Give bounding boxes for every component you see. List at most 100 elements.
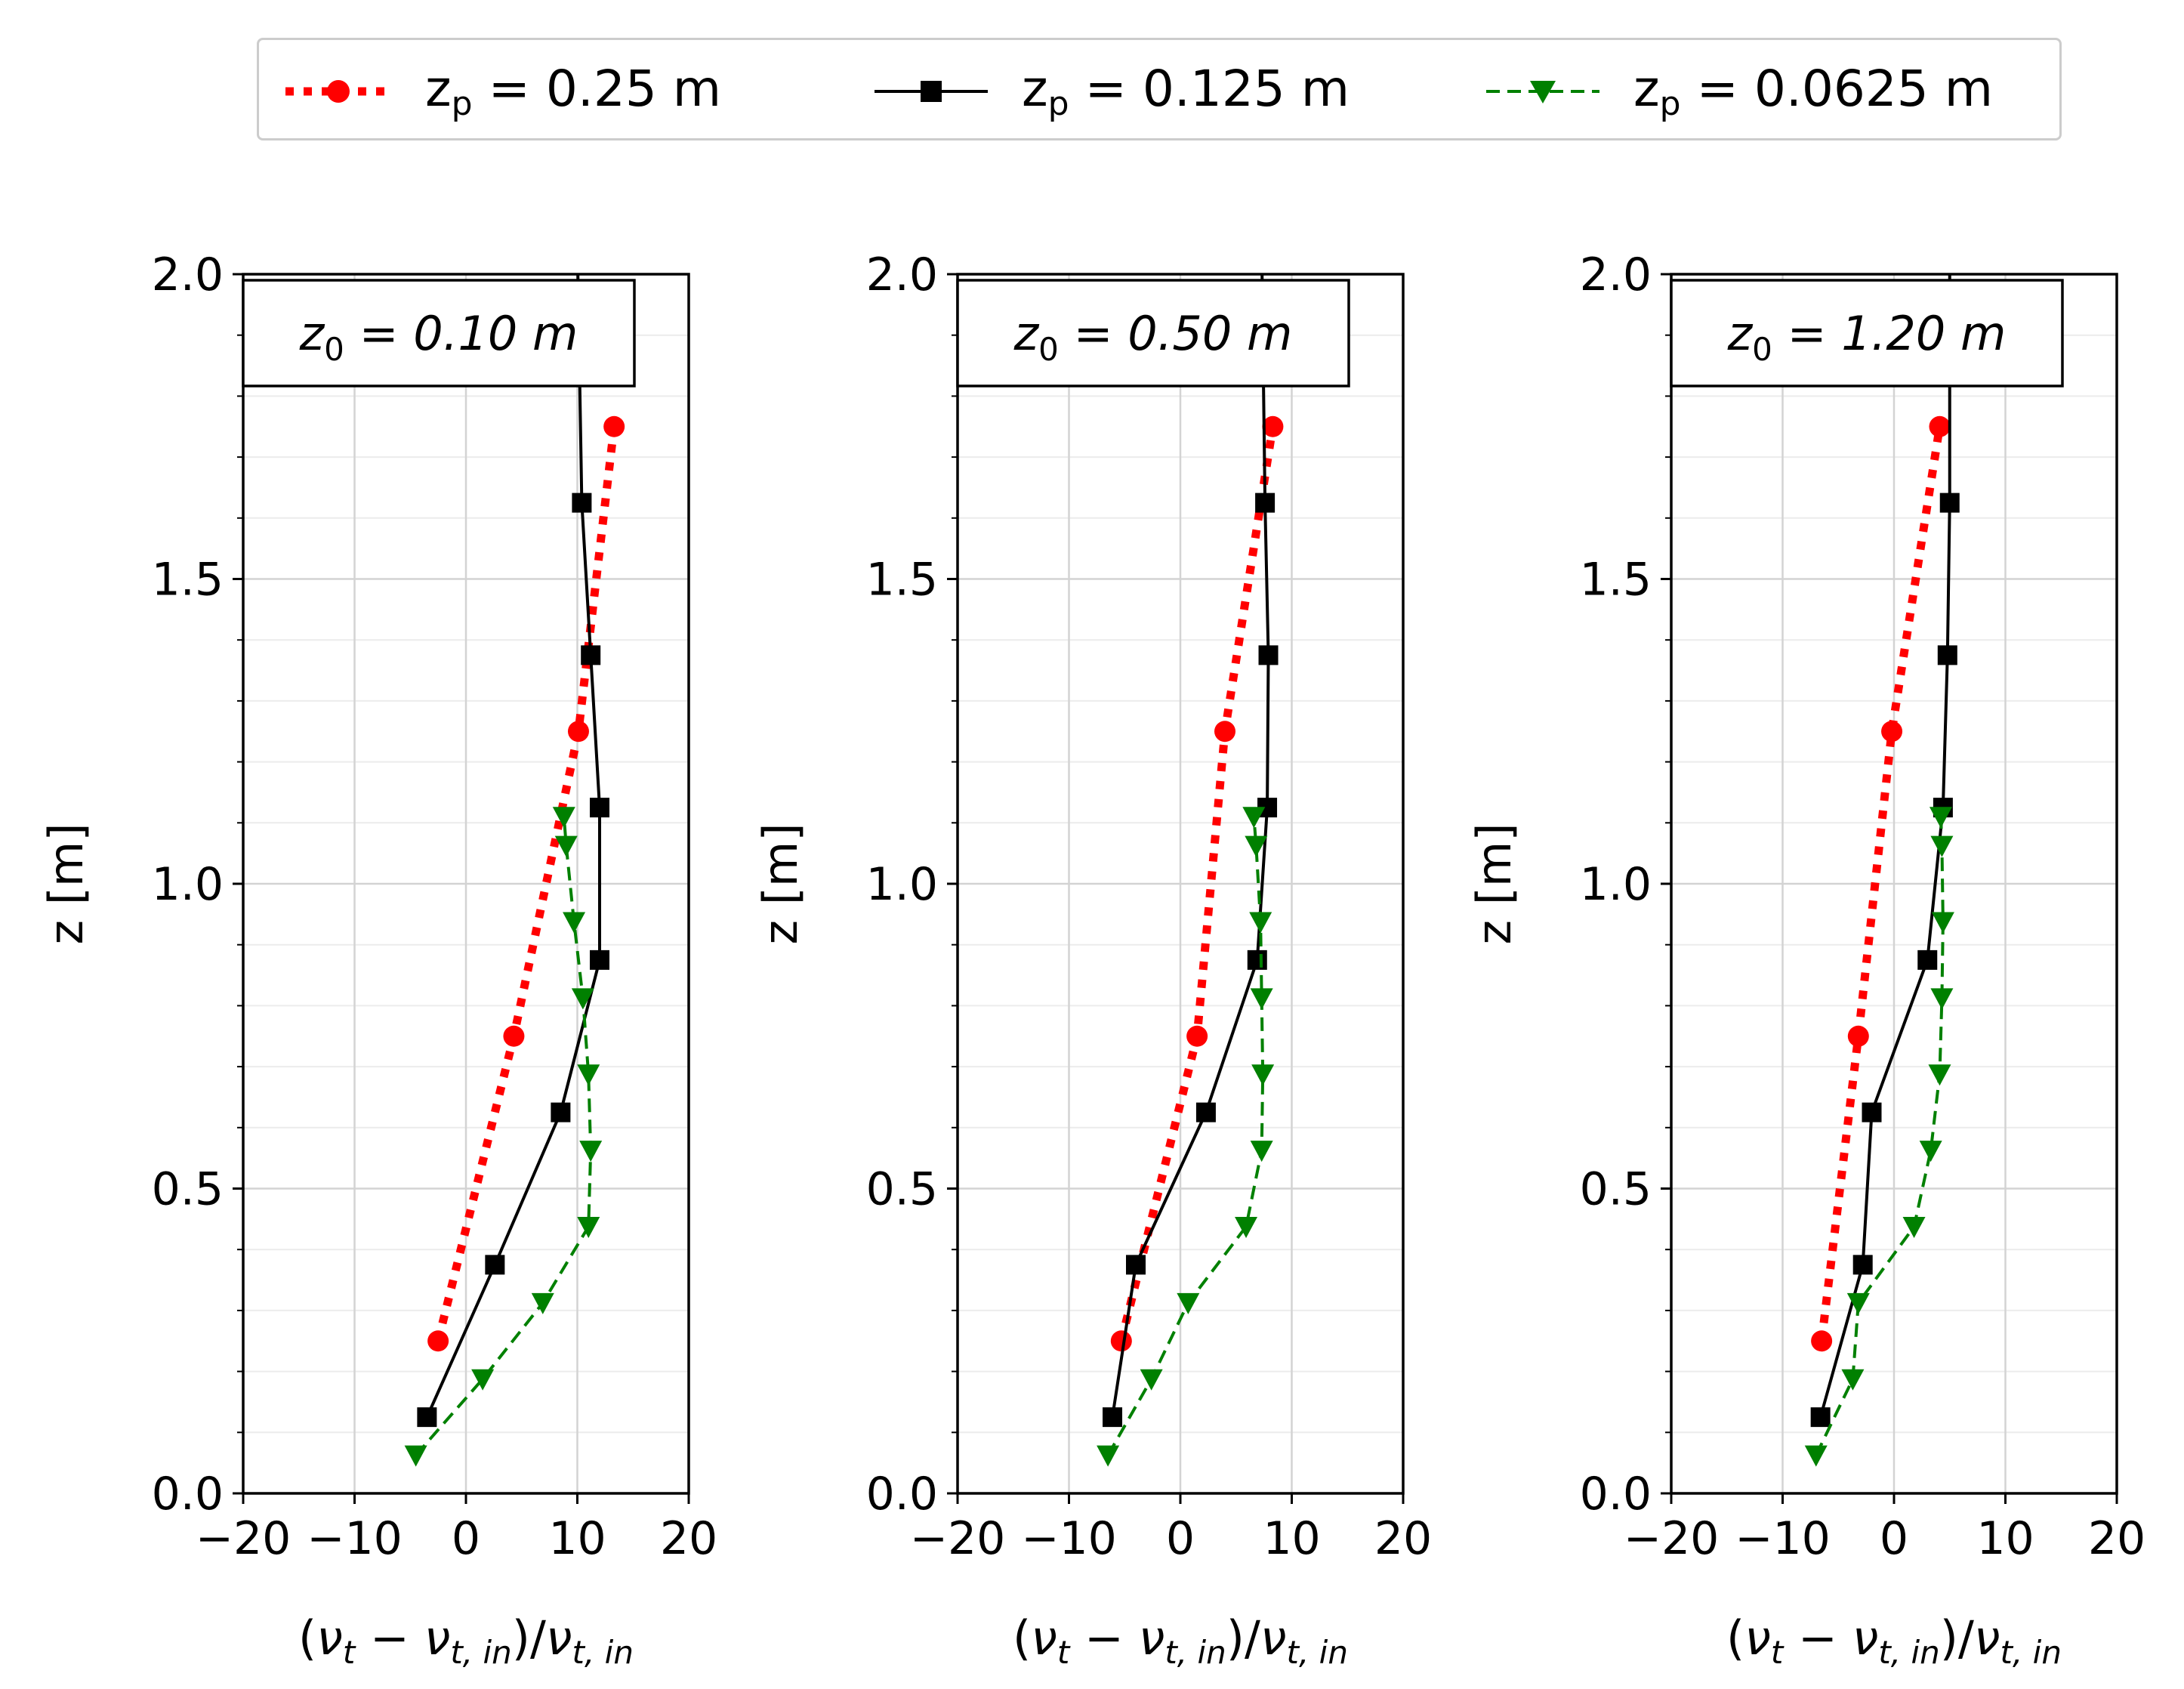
data-point-zp-00625: [1919, 1141, 1942, 1163]
annotation-box: [956, 279, 1350, 388]
x-axis-label: (νt − νt, in)/νt, in: [298, 1610, 634, 1671]
legend-line-green-dashed: [1486, 81, 1599, 103]
x-tick-label: −10: [1735, 1512, 1831, 1565]
x-tick-label: 0: [452, 1512, 480, 1565]
data-point-zp-00625: [552, 807, 575, 829]
x-tick-label: 20: [1374, 1512, 1432, 1565]
x-tick-label: 10: [1263, 1512, 1320, 1565]
data-point-zp-0125: [1247, 949, 1267, 970]
legend-label-zp-0125: zp = 0.125 m: [1022, 60, 1350, 123]
data-point-zp-00625: [1177, 1292, 1200, 1314]
x-tick-label: 0: [1166, 1512, 1195, 1565]
series-line-zp-0125: [1111, 274, 1270, 1418]
series-line-zp-00625: [1106, 817, 1265, 1456]
x-tick-label: 20: [2088, 1512, 2145, 1565]
data-point-zp-025: [567, 721, 589, 743]
y-axis-label: z [m]: [753, 823, 808, 944]
data-point-zp-025: [1262, 415, 1284, 437]
data-point-zp-025: [1811, 1330, 1833, 1352]
data-point-zp-0125: [551, 1102, 571, 1122]
data-point-zp-00625: [1930, 988, 1954, 1010]
legend-entry-zp-0125: zp = 0.125 m: [871, 40, 1350, 143]
data-point-zp-025: [603, 415, 625, 437]
data-point-zp-00625: [579, 1141, 603, 1163]
data-point-zp-00625: [1929, 807, 1952, 829]
data-point-zp-00625: [554, 835, 578, 857]
legend-entry-zp-025: zp = 0.25 m: [282, 40, 721, 143]
legend-label-zp-025: zp = 0.25 m: [425, 60, 722, 123]
legend-entry-zp-00625: zp = 0.0625 m: [1482, 40, 1993, 143]
x-tick-label: 10: [548, 1512, 606, 1565]
data-point-zp-00625: [1140, 1369, 1163, 1391]
data-point-zp-00625: [1242, 807, 1266, 829]
data-point-zp-00625: [1804, 1445, 1828, 1467]
x-tick-label: 10: [1976, 1512, 2034, 1565]
series-group: [1804, 274, 1960, 1467]
y-tick-label: 1.5: [152, 554, 224, 607]
data-point-zp-025: [1929, 415, 1951, 437]
data-point-zp-00625: [577, 1216, 600, 1238]
data-point-zp-00625: [1097, 1445, 1120, 1467]
x-tick-label: 0: [1880, 1512, 1908, 1565]
data-point-zp-00625: [1249, 912, 1272, 934]
legend-line-black-solid: [875, 81, 988, 102]
data-point-zp-00625: [1235, 1216, 1258, 1238]
panel-1: −20 −10 0 10 20 0.0 0.5 1.0 1.5 2.0 z [m] (νt − νt,…: [39, 249, 717, 1671]
data-point-zp-00625: [563, 912, 586, 934]
series-line-zp-00625: [1814, 817, 1945, 1456]
data-point-zp-00625: [404, 1445, 427, 1467]
data-point-zp-0125: [1103, 1407, 1123, 1428]
x-tick-label: −10: [307, 1512, 403, 1565]
data-point-zp-0125: [1126, 1255, 1146, 1275]
data-point-zp-0125: [485, 1255, 505, 1275]
annotation-box: [1670, 279, 2064, 388]
data-point-zp-025: [503, 1025, 525, 1047]
legend-label-zp-00625: zp = 0.0625 m: [1633, 60, 1994, 123]
y-tick-label: 1.0: [152, 858, 224, 911]
x-axis-label: (νt − νt, in)/νt, in: [1726, 1610, 2062, 1671]
y-tick-label: 2.0: [152, 249, 224, 301]
data-point-zp-025: [1214, 721, 1235, 743]
data-point-zp-00625: [471, 1369, 495, 1391]
data-point-zp-025: [1847, 1025, 1869, 1047]
data-point-zp-0125: [1862, 1102, 1882, 1122]
series-group: [404, 274, 625, 1467]
data-point-zp-025: [1110, 1330, 1132, 1352]
annotation-text: z0 = 0.50 m: [1013, 306, 1293, 368]
series-line-zp-0125: [425, 274, 601, 1418]
y-tick-label: 0.5: [152, 1163, 224, 1216]
panel-2: −20 −10 0 10 20 0.0 0.5 1.0 1.5 2.0 z [m] (νt − νt,…: [753, 249, 1432, 1671]
series-line-zp-00625: [415, 817, 593, 1456]
data-point-zp-00625: [1930, 835, 1954, 857]
y-tick-label: 2.0: [1580, 249, 1652, 301]
data-point-zp-00625: [1928, 1064, 1951, 1086]
data-point-zp-00625: [1251, 1064, 1275, 1086]
data-point-zp-0125: [572, 492, 592, 513]
y-tick-label: 0.5: [866, 1163, 938, 1216]
data-point-zp-0125: [1939, 492, 1960, 513]
panel-3: −20 −10 0 10 20 0.0 0.5 1.0 1.5 2.0 z [m] (νt − νt,…: [1467, 249, 2145, 1671]
data-point-zp-00625: [1902, 1216, 1926, 1238]
annotation-text: z0 = 1.20 m: [1727, 306, 2007, 368]
data-point-zp-00625: [571, 988, 594, 1010]
legend: zp = 0.25 m zp = 0.125 m zp = 0.0625 m: [257, 38, 2062, 140]
y-tick-label: 1.5: [866, 554, 938, 607]
data-point-zp-00625: [1841, 1369, 1865, 1391]
data-point-zp-0125: [1810, 1407, 1831, 1428]
y-tick-label: 1.0: [866, 858, 938, 911]
y-tick-label: 0.0: [866, 1468, 938, 1521]
legend-line-red-dotted: [285, 80, 391, 103]
x-axis-label: (νt − νt, in)/νt, in: [1013, 1610, 1348, 1671]
y-axis-label: z [m]: [39, 823, 94, 944]
data-point-zp-025: [1186, 1025, 1208, 1047]
data-point-zp-0125: [590, 798, 609, 818]
series-line-zp-0125: [1818, 274, 1951, 1418]
data-point-zp-00625: [577, 1064, 600, 1086]
data-point-zp-0125: [1258, 645, 1279, 665]
data-point-zp-0125: [1937, 645, 1957, 665]
series-group: [1097, 274, 1284, 1467]
y-tick-label: 0.5: [1580, 1163, 1652, 1216]
y-axis-label: z [m]: [1467, 823, 1522, 944]
annotation-box: [242, 279, 636, 388]
